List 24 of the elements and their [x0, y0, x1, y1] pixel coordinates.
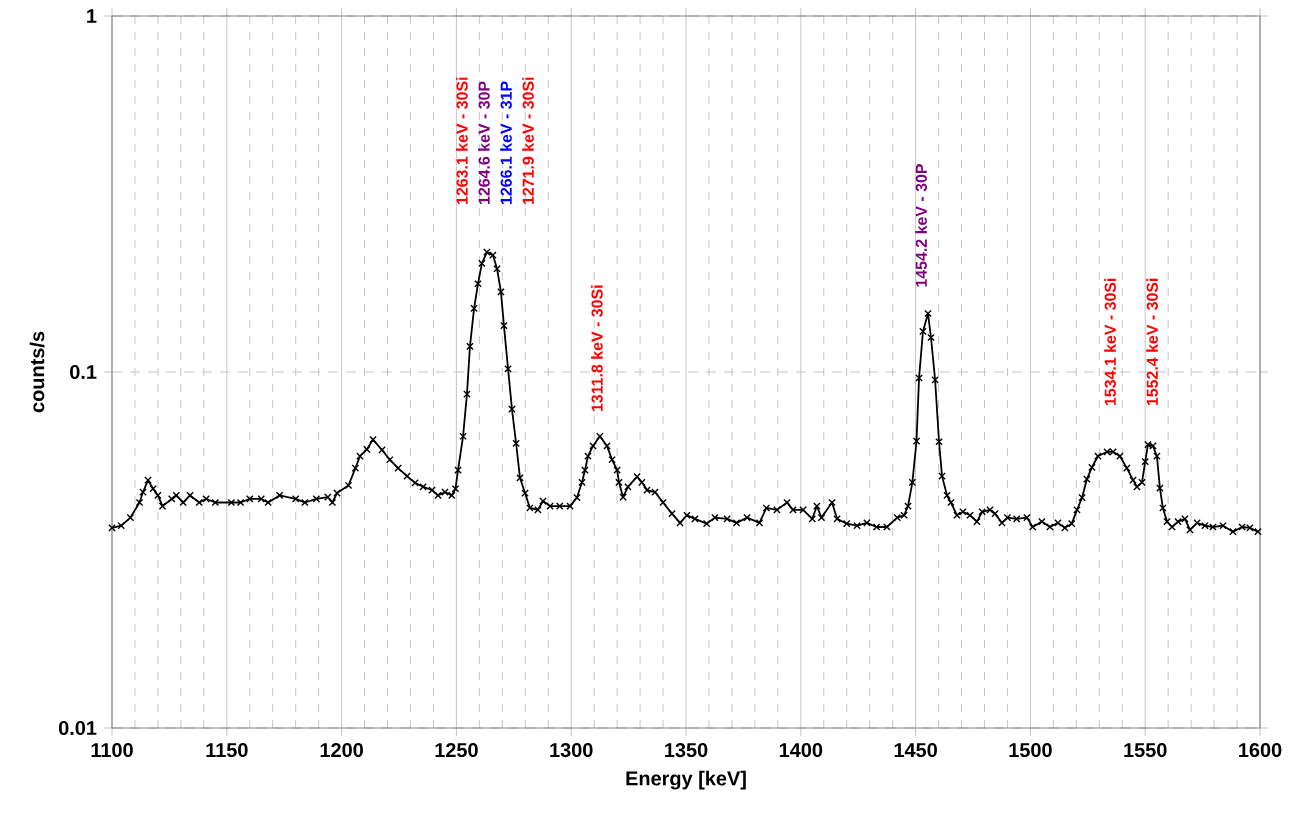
x-tick-label: 1600 — [1239, 743, 1282, 758]
x-tick-label: 1150 — [206, 743, 248, 758]
x-tick-label: 1450 — [894, 743, 937, 758]
y-axis-title: counts/s — [29, 331, 45, 413]
annotation: 1271.9 keV - 30Si — [522, 77, 534, 204]
x-tick-label: 1100 — [91, 743, 133, 758]
annotation: 1454.2 keV - 30P — [915, 164, 927, 287]
annotation: 1266.1 keV - 31P — [500, 81, 512, 204]
x-tick-label: 1500 — [1009, 743, 1052, 758]
annotation: 1311.8 keV - 30Si — [591, 285, 603, 412]
x-axis-title: Energy [keV] — [626, 770, 746, 790]
x-tick-label: 1400 — [779, 743, 823, 758]
y-tick-label: 0.01 — [58, 720, 97, 736]
y-tick-label: 1 — [87, 9, 97, 23]
x-tick-label: 1250 — [435, 743, 478, 758]
annotation: 1264.6 keV - 30P — [478, 81, 490, 204]
annotation: 1263.1 keV - 30Si — [456, 77, 468, 204]
y-tick-label: 0.1 — [70, 364, 97, 380]
annotation: 1534.1 keV - 30Si — [1104, 278, 1116, 406]
annotation: 1552.4 keV - 30Si — [1146, 278, 1158, 406]
x-tick-label: 1300 — [550, 743, 593, 758]
x-tick-label: 1200 — [320, 743, 363, 758]
x-tick-label: 1550 — [1124, 743, 1167, 758]
x-tick-label: 1350 — [665, 743, 708, 758]
